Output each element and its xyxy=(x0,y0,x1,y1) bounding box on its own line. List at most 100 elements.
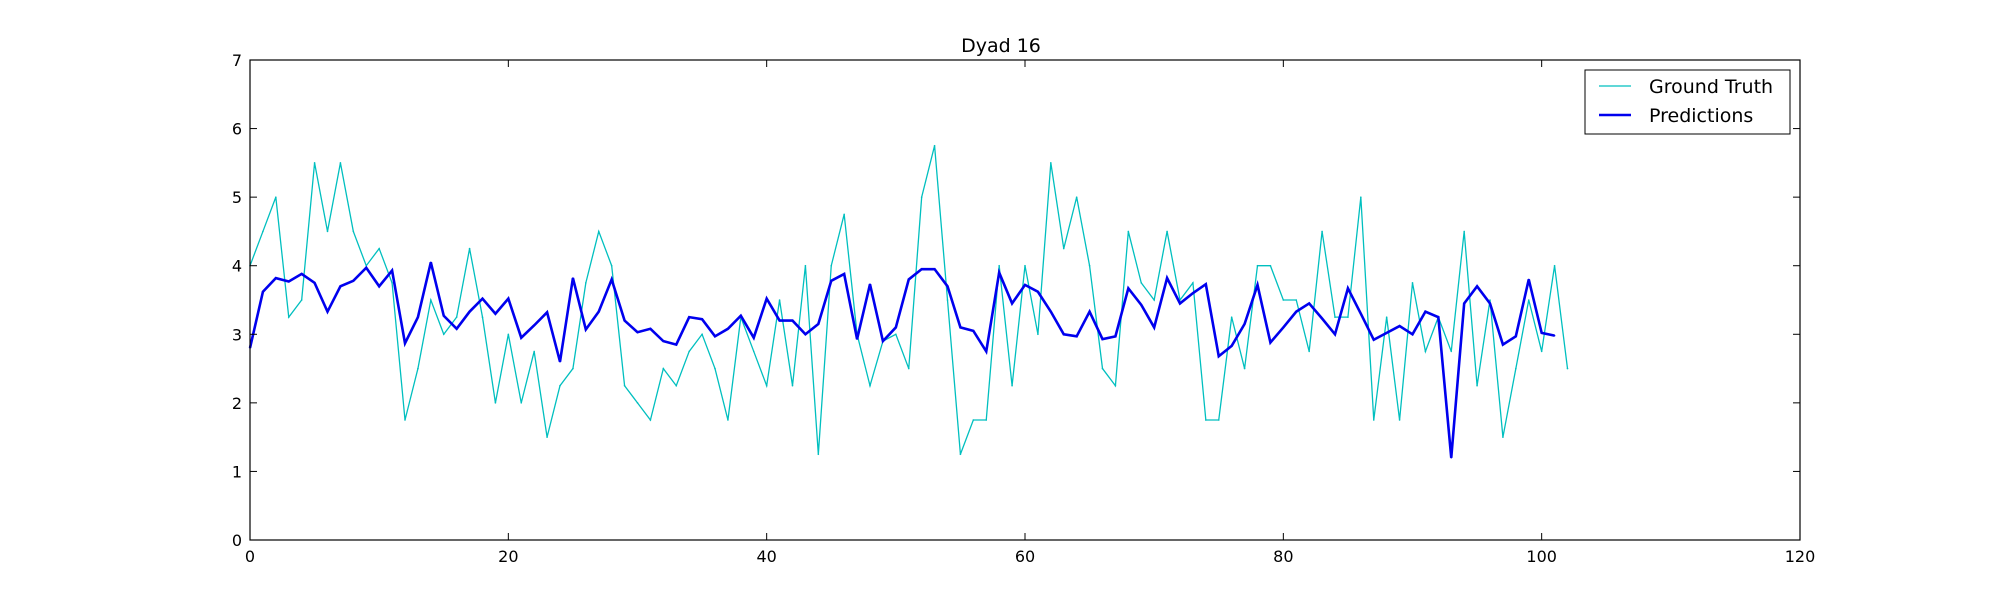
x-tick-label: 120 xyxy=(1785,547,1816,566)
y-tick-label: 7 xyxy=(232,51,242,70)
data-point-series-2 xyxy=(662,340,665,342)
data-point-series-1 xyxy=(869,384,871,387)
data-point-series-1 xyxy=(494,402,497,404)
data-point-series-1 xyxy=(1489,299,1491,301)
y-tick-label: 2 xyxy=(232,394,242,413)
data-point-series-1 xyxy=(481,316,484,318)
data-point-series-1 xyxy=(675,384,678,387)
data-point-series-2 xyxy=(1372,338,1375,341)
y-tick-label: 1 xyxy=(232,462,242,481)
data-point-series-1 xyxy=(1321,230,1323,233)
data-point-series-1 xyxy=(1566,367,1569,370)
data-point-series-2 xyxy=(481,297,484,300)
data-point-series-2 xyxy=(1385,332,1388,334)
data-point-series-1 xyxy=(300,299,303,301)
data-point-series-2 xyxy=(1489,302,1491,305)
data-point-series-2 xyxy=(1450,456,1453,459)
data-point-series-2 xyxy=(856,338,858,340)
data-point-series-2 xyxy=(1205,283,1207,286)
data-point-series-1 xyxy=(933,144,936,147)
data-point-series-2 xyxy=(1321,317,1323,320)
data-point-series-1 xyxy=(1166,230,1168,233)
data-point-series-1 xyxy=(804,264,807,267)
data-point-series-2 xyxy=(1463,302,1465,305)
data-point-series-2 xyxy=(546,311,548,314)
plot-frame xyxy=(249,59,1801,541)
data-point-series-2 xyxy=(649,328,652,330)
data-point-series-1 xyxy=(765,384,768,387)
data-point-series-1 xyxy=(1347,316,1349,318)
data-point-series-1 xyxy=(701,333,703,336)
data-point-series-1 xyxy=(275,196,277,198)
data-point-series-2 xyxy=(727,328,729,330)
data-point-series-2 xyxy=(1411,333,1414,336)
data-point-series-1 xyxy=(1192,282,1194,284)
data-point-series-1 xyxy=(817,453,820,456)
data-point-series-1 xyxy=(727,419,729,421)
data-point-series-1 xyxy=(520,402,523,404)
data-point-series-2 xyxy=(636,331,639,334)
y-tick-label: 4 xyxy=(232,257,242,276)
data-point-series-1 xyxy=(287,316,290,318)
data-point-series-1 xyxy=(791,384,794,387)
data-point-series-2 xyxy=(339,285,342,288)
data-point-series-2 xyxy=(714,335,716,338)
data-point-series-2 xyxy=(1127,287,1130,290)
data-point-series-1 xyxy=(1088,264,1091,267)
y-tick-label: 5 xyxy=(232,188,242,207)
data-point-series-1 xyxy=(326,230,329,233)
data-point-series-2 xyxy=(1502,343,1504,346)
data-point-series-2 xyxy=(740,314,742,317)
data-point-series-2 xyxy=(1515,335,1517,338)
data-point-series-2 xyxy=(1437,316,1440,318)
x-tick-label: 0 xyxy=(245,547,255,566)
data-point-series-2 xyxy=(1011,302,1013,305)
data-point-series-2 xyxy=(1088,310,1091,313)
data-point-series-2 xyxy=(1256,284,1259,286)
data-point-series-1 xyxy=(455,316,458,318)
data-point-series-2 xyxy=(998,271,1000,274)
data-point-series-2 xyxy=(1114,335,1117,338)
y-tick-label: 3 xyxy=(232,325,242,344)
data-point-series-1 xyxy=(1243,367,1246,370)
data-point-series-2 xyxy=(1398,325,1401,327)
data-point-series-2 xyxy=(752,336,755,339)
x-tick-label: 100 xyxy=(1526,547,1557,566)
data-point-series-2 xyxy=(1230,345,1233,347)
data-point-series-2 xyxy=(1243,323,1246,325)
legend-label-2: Predictions xyxy=(1649,105,1753,127)
data-point-series-1 xyxy=(262,230,264,233)
data-point-series-1 xyxy=(1385,316,1388,318)
series-line-2 xyxy=(248,261,1555,458)
data-point-series-1 xyxy=(1050,162,1052,164)
data-point-series-2 xyxy=(1166,277,1168,279)
x-tick-label: 60 xyxy=(1015,547,1035,566)
data-point-series-1 xyxy=(895,333,897,336)
data-point-series-2 xyxy=(791,319,794,322)
data-point-series-2 xyxy=(1062,333,1065,336)
data-point-series-2 xyxy=(1295,310,1298,313)
data-point-series-2 xyxy=(430,261,432,264)
data-point-series-2 xyxy=(1424,310,1427,313)
data-point-series-1 xyxy=(907,367,910,370)
y-tick-label: 0 xyxy=(232,531,242,550)
legend-label-1: Ground Truth xyxy=(1649,76,1773,98)
data-point-series-2 xyxy=(585,328,587,331)
data-point-series-1 xyxy=(597,230,600,233)
data-point-series-1 xyxy=(585,282,587,284)
data-point-series-2 xyxy=(313,282,316,284)
data-point-series-1 xyxy=(1205,419,1207,421)
data-point-series-2 xyxy=(882,340,884,342)
data-point-series-1 xyxy=(1101,367,1104,370)
data-point-series-2 xyxy=(507,297,510,300)
data-point-series-1 xyxy=(1282,299,1285,301)
data-point-series-1 xyxy=(313,162,316,164)
data-point-series-2 xyxy=(1308,302,1310,305)
data-point-series-2 xyxy=(1269,341,1272,344)
data-point-series-2 xyxy=(494,312,497,315)
data-point-series-1 xyxy=(1450,350,1453,353)
data-point-series-2 xyxy=(1050,310,1052,313)
data-point-series-1 xyxy=(1540,350,1543,353)
data-point-series-2 xyxy=(391,269,393,272)
